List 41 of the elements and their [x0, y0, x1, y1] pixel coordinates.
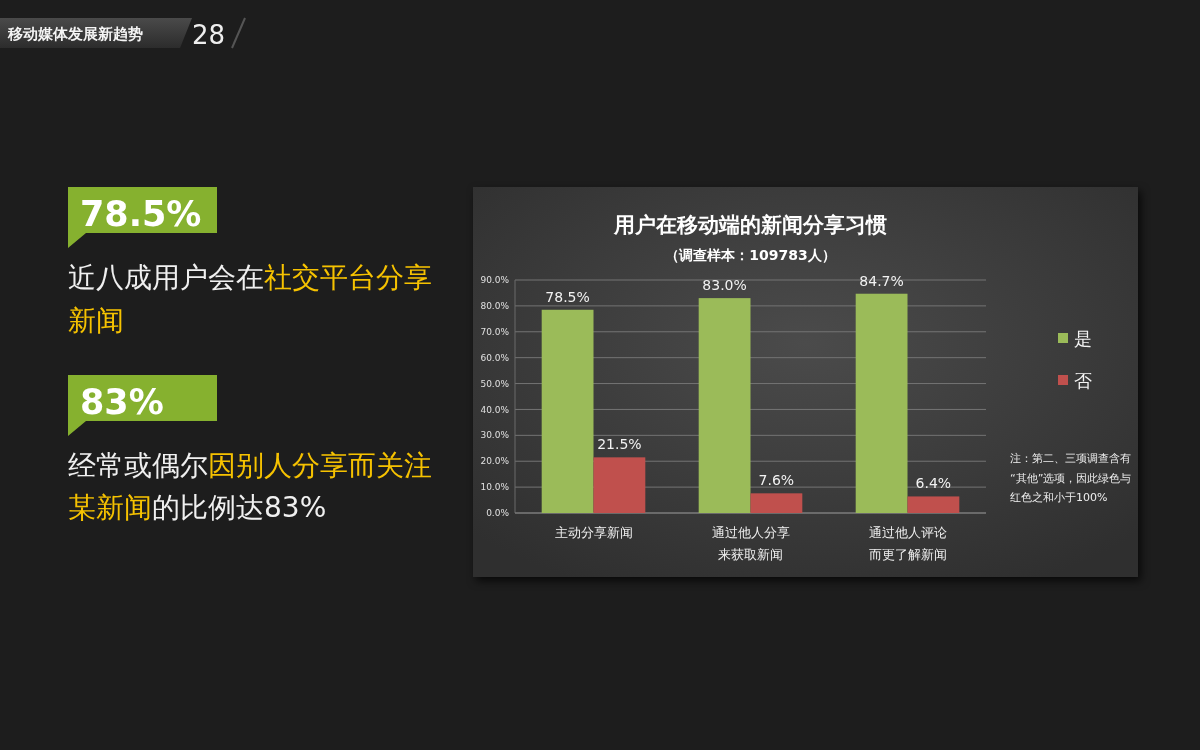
y-tick-label: 30.0%: [480, 430, 510, 441]
text: 社交平台分享: [264, 261, 432, 294]
y-tick-label: 90.0%: [480, 275, 510, 286]
data-label: 78.5%: [545, 288, 590, 305]
bar: [855, 293, 908, 513]
y-tick-label: 40.0%: [480, 404, 510, 415]
text: 新闻: [68, 304, 124, 337]
y-tick-label: 70.0%: [480, 326, 510, 337]
bar: [593, 457, 646, 513]
y-tick-label: 0.0%: [486, 508, 510, 519]
text: 近八成用户会在: [68, 261, 264, 294]
y-tick-label: 20.0%: [480, 456, 510, 467]
chart-subtitle: （调查样本：109783人）: [665, 247, 836, 263]
y-tick-label: 10.0%: [480, 482, 510, 493]
text: 某新闻: [68, 491, 152, 524]
data-label: 21.5%: [597, 436, 642, 453]
bar: [698, 298, 751, 513]
legend-label: 否: [1074, 370, 1092, 392]
text: 78.5%: [80, 194, 202, 234]
x-tick-label: 主动分享新闻: [554, 525, 633, 540]
text: 移动媒体发展新趋势: [7, 25, 143, 43]
y-tick-label: 60.0%: [480, 352, 510, 363]
text: 因别人分享而关注: [208, 449, 432, 482]
text: 经常或偶尔: [68, 449, 208, 482]
y-tick-label: 50.0%: [480, 378, 510, 389]
bar: [907, 496, 960, 513]
data-label: 6.4%: [915, 475, 952, 492]
data-label: 83.0%: [702, 277, 747, 294]
y-tick-label: 80.0%: [480, 301, 510, 312]
x-tick-label: 通过他人评论而更了解新闻: [868, 525, 947, 562]
text: 83%: [80, 382, 164, 422]
bar: [541, 309, 594, 513]
text: 的比例达83%: [152, 491, 327, 524]
data-label: 84.7%: [859, 272, 904, 289]
text: 注：第二、三项调查含有“其他”选项，因此绿色与红色之和小于100%: [1010, 452, 1132, 504]
legend-label: 是: [1074, 328, 1092, 350]
bar: [750, 493, 803, 513]
data-label: 7.6%: [758, 472, 795, 489]
chart-title: 用户在移动端的新闻分享习惯: [613, 213, 887, 237]
text: 28: [192, 20, 226, 50]
x-tick-label: 通过他人分享来获取新闻: [711, 525, 790, 562]
